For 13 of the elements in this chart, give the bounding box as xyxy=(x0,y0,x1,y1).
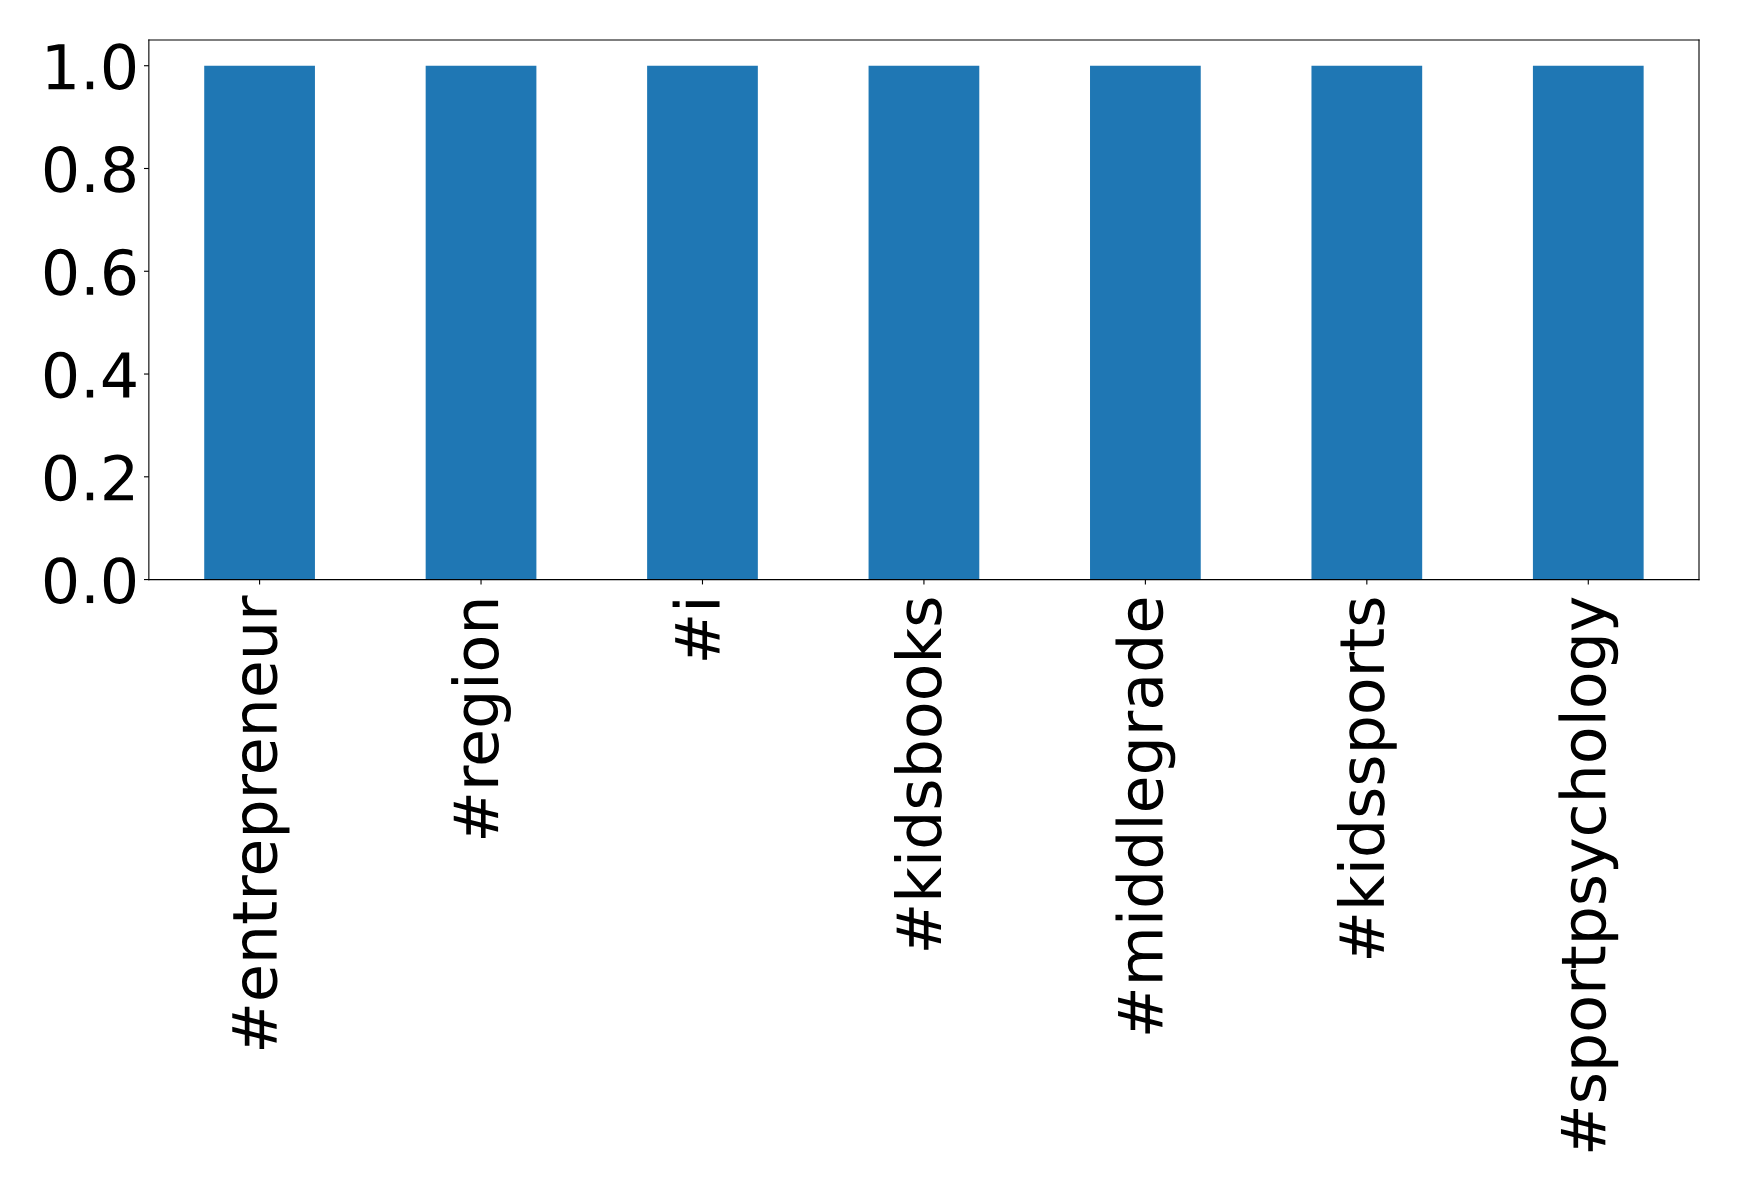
x-tick-label: #kidssports xyxy=(1336,598,1397,959)
x-tick-label: #middlegrade xyxy=(1115,598,1176,1034)
y-tick-label: 0.4 xyxy=(44,351,136,399)
y-tick-label: 0.0 xyxy=(44,557,136,604)
x-tick-label: #i xyxy=(672,601,720,660)
x-tick-label: #kidsbooks xyxy=(894,598,942,950)
y-tick-label: 0.6 xyxy=(44,248,136,296)
y-tick-label: 0.2 xyxy=(44,454,133,502)
y-tick-label: 1.0 xyxy=(47,43,136,91)
x-tick-label: #sportpsychology xyxy=(1558,597,1619,1152)
y-tick-label: 0.8 xyxy=(44,146,135,193)
x-tick-label: #region xyxy=(451,600,511,839)
x-tick-label: #entrepreneur xyxy=(232,595,290,1050)
